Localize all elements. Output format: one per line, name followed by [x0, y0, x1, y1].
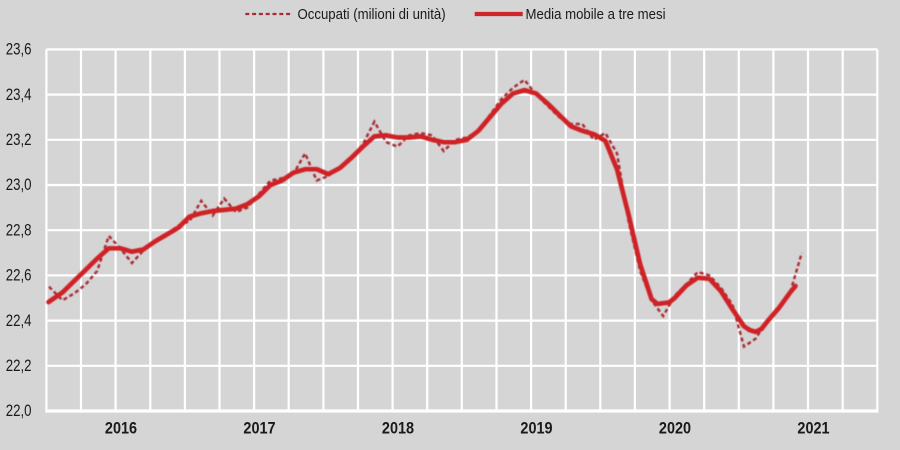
svg-text:2018: 2018 [382, 419, 414, 437]
svg-text:23,0: 23,0 [6, 176, 32, 195]
svg-text:22,6: 22,6 [6, 266, 32, 285]
svg-text:2017: 2017 [243, 419, 275, 437]
svg-text:22,8: 22,8 [6, 221, 32, 240]
svg-text:23,4: 23,4 [6, 85, 32, 104]
svg-text:2016: 2016 [105, 419, 137, 437]
svg-text:22,2: 22,2 [6, 357, 32, 376]
svg-text:2020: 2020 [659, 419, 691, 437]
svg-text:23,6: 23,6 [6, 40, 32, 59]
svg-text:2019: 2019 [520, 419, 552, 437]
svg-text:Occupati (milioni di unità): Occupati (milioni di unità) [298, 5, 446, 22]
svg-text:22,4: 22,4 [6, 311, 32, 330]
svg-text:22,0: 22,0 [6, 402, 32, 421]
svg-text:23,2: 23,2 [6, 131, 32, 150]
svg-text:Media mobile a tre mesi: Media mobile a tre mesi [526, 5, 666, 22]
svg-text:2021: 2021 [797, 419, 829, 437]
